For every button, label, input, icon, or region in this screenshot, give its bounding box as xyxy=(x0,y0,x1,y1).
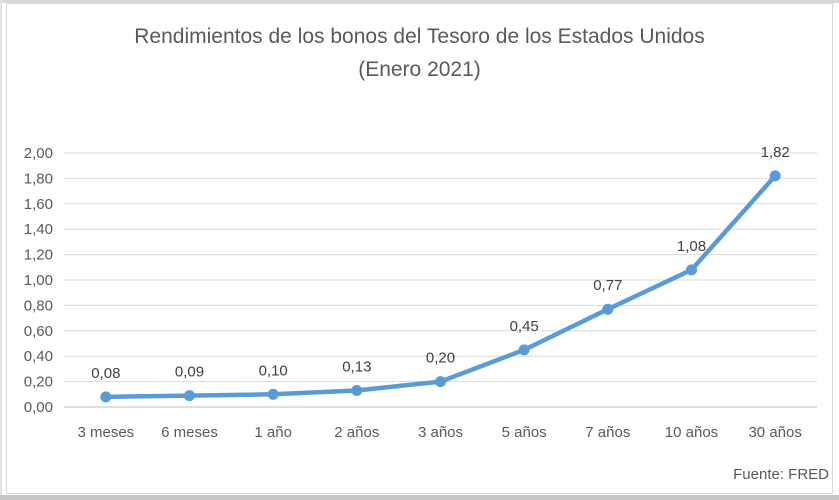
y-axis-tick-label: 1,60 xyxy=(24,196,53,213)
y-axis-tick-label: 1,40 xyxy=(24,221,53,238)
x-axis-category-label: 7 años xyxy=(585,424,630,441)
data-point-label: 1,82 xyxy=(761,144,790,161)
data-point-label: 0,09 xyxy=(175,364,204,381)
y-axis-tick-label: 0,60 xyxy=(24,323,53,340)
y-axis-tick-label: 0,20 xyxy=(24,374,53,391)
y-axis-tick-label: 1,80 xyxy=(24,170,53,187)
window-edge-left xyxy=(0,0,2,500)
data-point-label: 0,13 xyxy=(342,358,371,375)
x-axis-category-label: 5 años xyxy=(502,424,547,441)
x-axis-category-label: 2 años xyxy=(334,424,379,441)
data-point-label: 0,45 xyxy=(510,318,539,335)
data-point-marker xyxy=(184,390,195,402)
data-point-label: 1,08 xyxy=(677,238,706,255)
data-point-marker xyxy=(518,344,530,356)
x-axis-category-label: 3 años xyxy=(418,424,463,441)
data-point-label: 0,08 xyxy=(91,365,120,382)
data-point-marker xyxy=(351,384,363,396)
x-axis-category-label: 1 año xyxy=(254,424,292,441)
data-point-label: 0,20 xyxy=(426,350,455,367)
data-point-marker xyxy=(100,391,112,403)
data-point-marker xyxy=(602,303,614,315)
y-axis-tick-label: 2,00 xyxy=(24,145,53,162)
chart-frame xyxy=(6,3,833,494)
x-axis-category-label: 6 meses xyxy=(161,424,218,441)
data-point-label: 0,77 xyxy=(593,277,622,294)
y-axis-tick-label: 1,00 xyxy=(24,272,53,289)
data-point-marker xyxy=(435,376,446,388)
window-edge-bottom xyxy=(0,495,839,500)
y-axis-tick-label: 1,20 xyxy=(24,247,53,264)
x-axis-category-label: 3 meses xyxy=(77,424,134,441)
chart-title: Rendimientos de los bonos del Tesoro de … xyxy=(134,25,705,48)
y-axis-tick-label: 0,80 xyxy=(24,297,53,314)
data-point-label: 0,10 xyxy=(259,362,288,379)
data-point-marker xyxy=(267,388,279,400)
x-axis-category-label: 10 años xyxy=(665,424,718,441)
data-point-marker xyxy=(769,170,781,182)
y-axis-tick-label: 0,00 xyxy=(24,399,53,416)
source-note: Fuente: FRED xyxy=(733,466,829,483)
window-edge-top xyxy=(0,0,839,3)
chart-title-block: Rendimientos de los bonos del Tesoro de … xyxy=(0,20,839,86)
x-axis-category-label: 30 años xyxy=(748,424,801,441)
y-axis-tick-label: 0,40 xyxy=(24,348,53,365)
data-point-marker xyxy=(686,264,697,276)
chart-subtitle: (Enero 2021) xyxy=(358,58,481,81)
